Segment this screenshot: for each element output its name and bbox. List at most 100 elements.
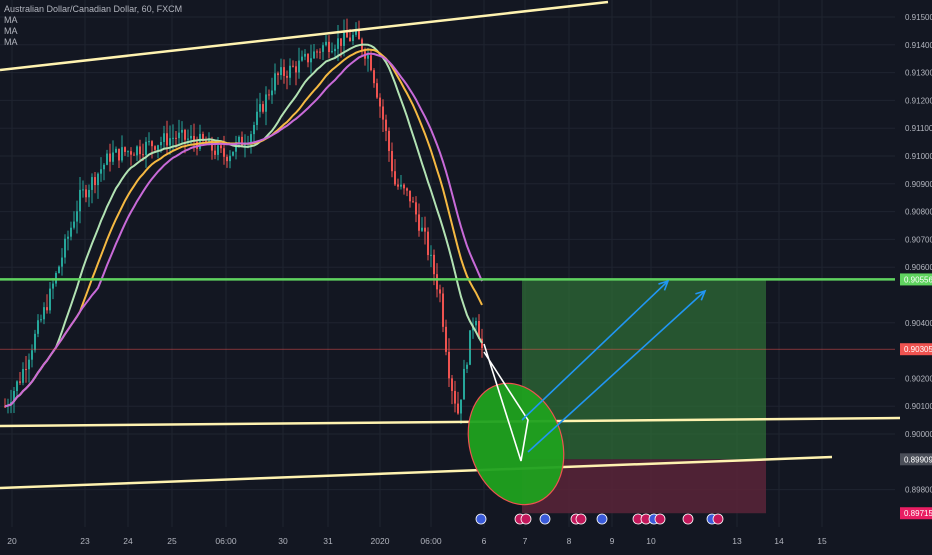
- candle-body: [34, 333, 36, 351]
- price-badge-label-current: 0.90305: [904, 345, 932, 354]
- candle-body: [256, 111, 258, 125]
- candle-body: [79, 189, 81, 212]
- projection-arrow-2-head: [695, 289, 707, 301]
- candle-body: [370, 55, 372, 71]
- candle-body: [25, 369, 27, 371]
- candle-body: [145, 141, 147, 155]
- time-tick-label: 25: [167, 536, 177, 546]
- candle-body: [37, 320, 39, 334]
- candle-body: [316, 51, 318, 53]
- candle-body: [238, 136, 240, 143]
- candle-body: [76, 211, 78, 222]
- candle-body: [322, 45, 324, 52]
- candle-body: [406, 188, 408, 191]
- event-flag-icon[interactable]: [520, 513, 532, 525]
- projection-zigzag: [483, 343, 529, 462]
- projection-arrow-2: [527, 290, 706, 453]
- lower-trendline: [0, 455, 833, 490]
- time-tick-label: 24: [123, 536, 133, 546]
- indicator-ma-2[interactable]: MA: [4, 26, 18, 36]
- candle-body: [253, 124, 255, 135]
- candle-body: [283, 67, 285, 76]
- candle-body: [91, 177, 93, 190]
- candle-body: [448, 351, 450, 379]
- candle-body: [232, 151, 234, 156]
- candle-body: [403, 184, 405, 189]
- candle-body: [481, 338, 483, 349]
- price-tick-label: 0.91200: [905, 96, 932, 105]
- candle-body: [337, 38, 339, 49]
- event-flag-icon[interactable]: [575, 513, 587, 525]
- event-flag-icon[interactable]: [539, 513, 551, 525]
- candle-body: [241, 136, 243, 146]
- candle-body: [172, 137, 174, 139]
- candle-body: [223, 148, 225, 157]
- event-flag-icon[interactable]: [475, 513, 487, 525]
- candle-body: [385, 119, 387, 131]
- time-tick-label: 6: [482, 536, 487, 546]
- candle-body: [415, 202, 417, 215]
- candle-body: [175, 137, 177, 139]
- price-badge-stop: [900, 507, 932, 520]
- event-flag-icon[interactable]: [654, 513, 666, 525]
- candle-body: [160, 141, 162, 146]
- candle-body: [157, 145, 159, 150]
- candle-body: [454, 390, 456, 404]
- candle-body: [214, 150, 216, 155]
- candle-body: [457, 403, 459, 414]
- price-tick-label: 0.91000: [905, 152, 932, 161]
- candle-body: [475, 321, 477, 326]
- candle-body: [187, 138, 189, 140]
- candle-body: [196, 141, 198, 149]
- candle-body: [151, 141, 153, 147]
- candle-body: [148, 141, 150, 143]
- time-tick-label: 10: [646, 536, 656, 546]
- candle-body: [286, 75, 288, 78]
- indicator-ma-1[interactable]: MA: [4, 15, 18, 25]
- price-tick-label: 0.90900: [905, 180, 932, 189]
- candle-body: [112, 152, 114, 162]
- candle-body: [382, 106, 384, 120]
- candle-body: [478, 321, 480, 339]
- event-flag-icon[interactable]: [682, 513, 694, 525]
- candle-body: [229, 155, 231, 162]
- candle-body: [4, 406, 6, 408]
- candle-body: [139, 146, 141, 155]
- candle-body: [451, 378, 453, 391]
- candle-body: [421, 227, 423, 231]
- candle-body: [46, 307, 48, 311]
- indicator-ma-3[interactable]: MA: [4, 37, 18, 47]
- position-zones: [522, 279, 766, 514]
- candle-body: [418, 214, 420, 231]
- candle-body: [313, 51, 315, 59]
- candle-body: [412, 201, 414, 203]
- candle-body: [16, 381, 18, 392]
- target-zone: [522, 279, 766, 460]
- candle-body: [388, 130, 390, 152]
- price-tick-label: 0.89800: [905, 486, 932, 495]
- time-tick-label: 06:00: [215, 536, 237, 546]
- candle-body: [271, 90, 273, 96]
- moving-averages: [4, 43, 483, 408]
- candle-body: [73, 221, 75, 228]
- event-flag-icon[interactable]: [712, 513, 724, 525]
- event-markers[interactable]: [475, 513, 724, 525]
- event-flag-icon[interactable]: [596, 513, 608, 525]
- candle-body: [64, 238, 66, 258]
- candle-body: [154, 146, 156, 150]
- price-tick-label: 0.90200: [905, 374, 932, 383]
- candle-body: [169, 138, 171, 146]
- candle-body: [88, 189, 90, 198]
- price-badge-label-stop: 0.89715: [904, 509, 932, 518]
- candle-body: [439, 289, 441, 294]
- candle-body: [217, 145, 219, 155]
- candle-body: [367, 55, 369, 59]
- candle-body: [436, 274, 438, 290]
- candle-body: [43, 307, 45, 320]
- symbol-title: Australian Dollar/Canadian Dollar, 60, F…: [4, 4, 183, 14]
- candle-body: [199, 133, 201, 149]
- drawings[interactable]: [0, 0, 901, 517]
- candle-body: [31, 350, 33, 360]
